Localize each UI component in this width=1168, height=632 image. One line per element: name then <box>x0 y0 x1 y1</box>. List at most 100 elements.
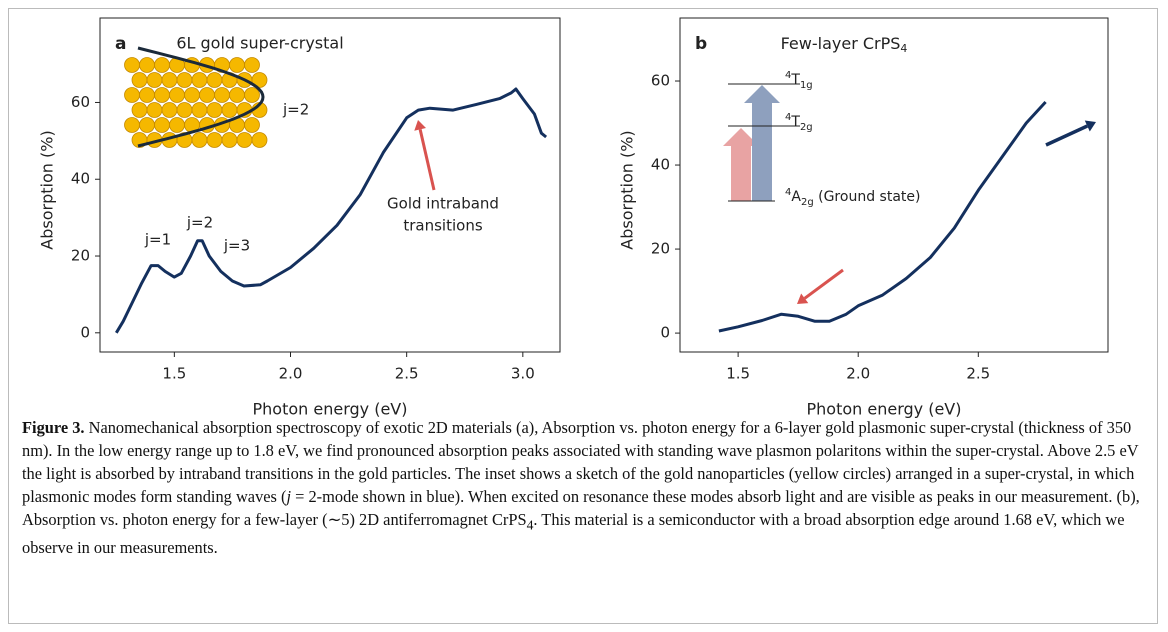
nanoparticle <box>124 87 140 103</box>
level-label: 4A2g (Ground state) <box>785 187 920 208</box>
nanoparticle <box>221 132 238 148</box>
text-part: (Ground state) <box>814 189 921 205</box>
nanoparticle <box>139 57 155 73</box>
x-tick-label: 2.5 <box>395 365 419 383</box>
caption-label: Figure 3. <box>22 418 85 437</box>
text-part: A <box>791 189 801 205</box>
text-part: 4 <box>785 70 791 81</box>
caption: Figure 3. Nanomechanical absorption spec… <box>22 416 1148 559</box>
nanoparticle <box>139 117 155 133</box>
text-part: 4 <box>785 112 791 123</box>
annotation: j=2 <box>186 214 213 232</box>
arrow <box>803 268 844 300</box>
data-line <box>115 87 548 334</box>
text-part: 4 <box>785 187 791 198</box>
chart-title: 6L gold super-crystal <box>176 34 343 53</box>
nanoparticle <box>206 132 223 148</box>
arrow-head <box>797 293 809 304</box>
y-tick-label: 40 <box>651 156 670 174</box>
arrow <box>1045 124 1089 147</box>
level-label: 4T2g <box>785 112 813 133</box>
nanoparticle <box>229 87 245 103</box>
x-tick-label: 2.5 <box>966 365 990 383</box>
nanoparticle <box>124 117 140 133</box>
nanoparticle <box>184 87 200 103</box>
nanoparticle <box>191 72 208 88</box>
excitation-arrow <box>752 102 772 201</box>
x-axis-label: Photon energy (eV) <box>253 400 408 419</box>
arrow <box>418 129 436 191</box>
y-tick-label: 60 <box>71 93 90 111</box>
nanoparticle <box>199 87 215 103</box>
annotation: transitions <box>403 217 482 235</box>
x-tick-label: 2.0 <box>279 365 303 383</box>
nanoparticle <box>139 87 155 103</box>
nanoparticle <box>244 57 260 73</box>
annotation: Gold intraband <box>387 195 499 213</box>
nanoparticle <box>176 72 193 88</box>
y-tick-label: 0 <box>80 323 90 341</box>
standing-wave <box>137 46 265 148</box>
x-tick-label: 3.0 <box>511 365 535 383</box>
nanoparticle <box>221 102 238 118</box>
y-axis-label: Absorption (%) <box>38 130 57 249</box>
nanoparticle <box>244 117 260 133</box>
excitation-arrow-head <box>723 128 759 146</box>
caption-text: . This material is a semiconductor with … <box>22 510 1125 558</box>
panel-label: a <box>115 34 126 54</box>
nanoparticle <box>251 132 268 148</box>
nanoparticle <box>191 132 208 148</box>
panel-label: b <box>695 34 707 54</box>
text-part: Few-layer CrPS <box>781 34 901 53</box>
level-label: 4T1g <box>785 70 813 91</box>
nanoparticle <box>131 72 148 88</box>
nanoparticle <box>206 102 223 118</box>
nanoparticle <box>154 117 170 133</box>
nanoparticle <box>236 132 253 148</box>
nanoparticle <box>229 57 245 73</box>
text-part: 1g <box>800 80 813 91</box>
arrow-head <box>414 120 426 131</box>
nanoparticle <box>176 102 193 118</box>
annotation: j=1 <box>144 231 171 249</box>
caption-text: 4 <box>526 517 534 533</box>
text-part: 4 <box>900 42 907 55</box>
x-tick-label: 1.5 <box>162 365 186 383</box>
text-part: T <box>790 72 800 88</box>
nanoparticle <box>154 57 170 73</box>
y-tick-label: 40 <box>71 170 90 188</box>
nanoparticle <box>154 87 170 103</box>
y-tick-label: 20 <box>71 247 90 265</box>
figure-frame <box>8 8 1158 624</box>
caption-text: j <box>286 487 292 506</box>
nanoparticle <box>169 117 185 133</box>
text-part: 2g <box>800 122 813 133</box>
nanoparticle <box>146 102 163 118</box>
annotation: j=3 <box>223 237 250 255</box>
nanoparticle <box>161 72 178 88</box>
nanoparticle <box>251 72 268 88</box>
nanoparticle <box>131 102 148 118</box>
excitation-arrow <box>731 145 751 201</box>
y-tick-label: 0 <box>660 324 670 342</box>
inset-label: j=2 <box>282 101 309 119</box>
x-tick-label: 2.0 <box>846 365 870 383</box>
arrow-head <box>1084 120 1096 132</box>
nanoparticle <box>214 87 230 103</box>
caption-text: = 2-mode shown in blue). When excited on… <box>22 487 1140 529</box>
text-part: 2g <box>801 197 814 208</box>
x-axis-label: Photon energy (eV) <box>807 400 962 419</box>
excitation-arrow-head <box>744 85 780 103</box>
chart-title: Few-layer CrPS4 <box>781 34 908 56</box>
axes-frame <box>679 17 1109 353</box>
axes-frame <box>99 17 561 353</box>
y-axis-label: Absorption (%) <box>618 130 637 249</box>
y-tick-label: 20 <box>651 240 670 258</box>
nanoparticle <box>206 72 223 88</box>
text-part: T <box>790 114 800 130</box>
y-tick-label: 60 <box>651 72 670 90</box>
nanoparticle <box>244 87 260 103</box>
nanoparticle <box>161 102 178 118</box>
nanoparticle <box>146 72 163 88</box>
